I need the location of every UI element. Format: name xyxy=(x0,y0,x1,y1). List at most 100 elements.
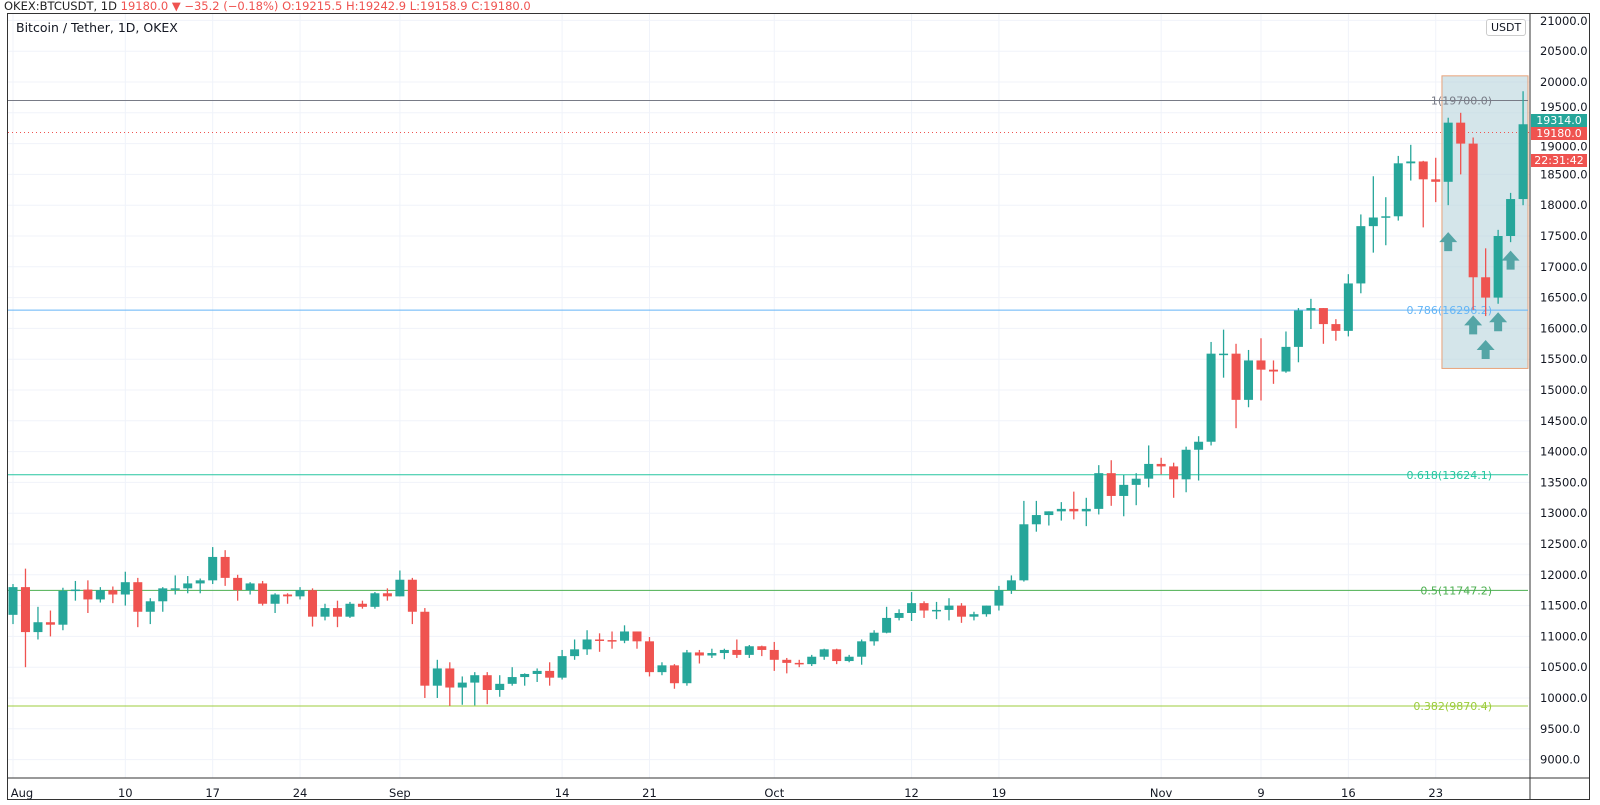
candle xyxy=(994,585,1004,611)
candle xyxy=(1481,248,1491,317)
candle xyxy=(819,648,829,660)
candle-body xyxy=(233,577,243,591)
candle-body xyxy=(395,579,405,597)
candle xyxy=(183,576,193,594)
y-tick-label: 19500.0 xyxy=(1540,100,1588,114)
candle-body xyxy=(607,640,617,642)
candle-body xyxy=(432,668,442,686)
candle-body xyxy=(1306,308,1316,311)
candle-body xyxy=(969,614,979,617)
candle-body xyxy=(719,649,729,654)
candle xyxy=(1356,214,1366,294)
candle-body xyxy=(1456,122,1466,144)
y-tick-label: 19000.0 xyxy=(1540,140,1588,154)
candle-body xyxy=(1019,524,1029,581)
candle xyxy=(807,654,817,666)
candle xyxy=(145,598,155,625)
candle xyxy=(170,575,180,595)
candle xyxy=(557,649,567,680)
candle-body xyxy=(981,605,991,615)
candle xyxy=(283,593,293,604)
candle-body xyxy=(1244,360,1254,400)
candle-body xyxy=(1381,216,1391,218)
candle-body xyxy=(1119,484,1129,496)
candle-body xyxy=(470,675,480,683)
candle-body xyxy=(919,603,929,611)
candle xyxy=(158,587,168,612)
candle-body xyxy=(1343,283,1353,331)
candle-body xyxy=(557,656,567,678)
y-tick-label: 17500.0 xyxy=(1540,229,1588,243)
candle xyxy=(919,601,929,618)
candle-body xyxy=(595,639,605,641)
candle xyxy=(769,641,779,671)
candle xyxy=(1293,308,1303,363)
candle xyxy=(1031,500,1041,532)
candle xyxy=(1144,445,1154,488)
candle-body xyxy=(1518,124,1528,200)
candle xyxy=(532,668,542,682)
candle xyxy=(707,648,717,658)
candle-body xyxy=(332,608,342,617)
y-tick-label: 11500.0 xyxy=(1540,599,1588,613)
candle xyxy=(83,580,93,613)
candle xyxy=(457,676,467,705)
chart-title: Bitcoin / Tether, 1D, OKEX xyxy=(16,20,178,35)
candle-body xyxy=(1206,353,1216,442)
candle xyxy=(1331,319,1341,341)
candle-body xyxy=(1144,463,1154,479)
candle xyxy=(1518,91,1528,206)
candle-body xyxy=(1194,441,1204,450)
x-tick-label: 17 xyxy=(205,786,220,800)
candle xyxy=(744,645,754,658)
x-tick-label: 21 xyxy=(642,786,657,800)
last-price: 19180.0 xyxy=(120,0,169,13)
candle-body xyxy=(520,673,530,678)
price-change: −35.2 (−0.18%) xyxy=(184,0,279,13)
candle-body xyxy=(283,594,293,597)
high-value: H:19242.9 xyxy=(346,0,407,13)
candle xyxy=(345,601,355,618)
candle-body xyxy=(1443,122,1453,182)
candle xyxy=(445,662,455,707)
candle-body xyxy=(1356,226,1366,284)
candle xyxy=(956,603,966,623)
y-tick-label: 17000.0 xyxy=(1540,260,1588,274)
candle-body xyxy=(1044,511,1054,516)
candle xyxy=(981,605,991,617)
candle xyxy=(220,550,230,586)
candle-body xyxy=(532,670,542,674)
up-arrow-icon xyxy=(1476,339,1495,359)
x-tick-label: Sep xyxy=(389,786,411,800)
candle xyxy=(1506,192,1516,243)
candle-body xyxy=(1219,353,1229,356)
currency-button[interactable]: USDT xyxy=(1486,19,1527,36)
candle xyxy=(869,630,879,646)
candle-body xyxy=(370,593,380,607)
candle-body xyxy=(694,652,704,656)
candle xyxy=(732,639,742,658)
candle xyxy=(470,672,480,706)
candle xyxy=(1181,446,1191,493)
candle xyxy=(382,588,392,601)
candle-body xyxy=(1081,508,1091,512)
candle-body xyxy=(145,601,155,612)
candle-body xyxy=(1331,324,1341,331)
candle-body xyxy=(669,665,679,684)
candle xyxy=(657,662,667,676)
y-tick-label: 14500.0 xyxy=(1540,414,1588,428)
candle-body xyxy=(270,594,280,604)
candle xyxy=(1306,298,1316,330)
candle xyxy=(844,654,854,663)
candle xyxy=(1069,491,1079,520)
candle-body xyxy=(183,583,193,589)
candle-body xyxy=(1106,473,1116,496)
candle xyxy=(794,659,804,668)
candle xyxy=(1256,338,1266,401)
y-tick-label: 18000.0 xyxy=(1540,198,1588,212)
candle-body xyxy=(907,603,917,613)
candle-body xyxy=(869,632,879,642)
candle-body xyxy=(58,590,68,625)
candle xyxy=(420,608,430,698)
